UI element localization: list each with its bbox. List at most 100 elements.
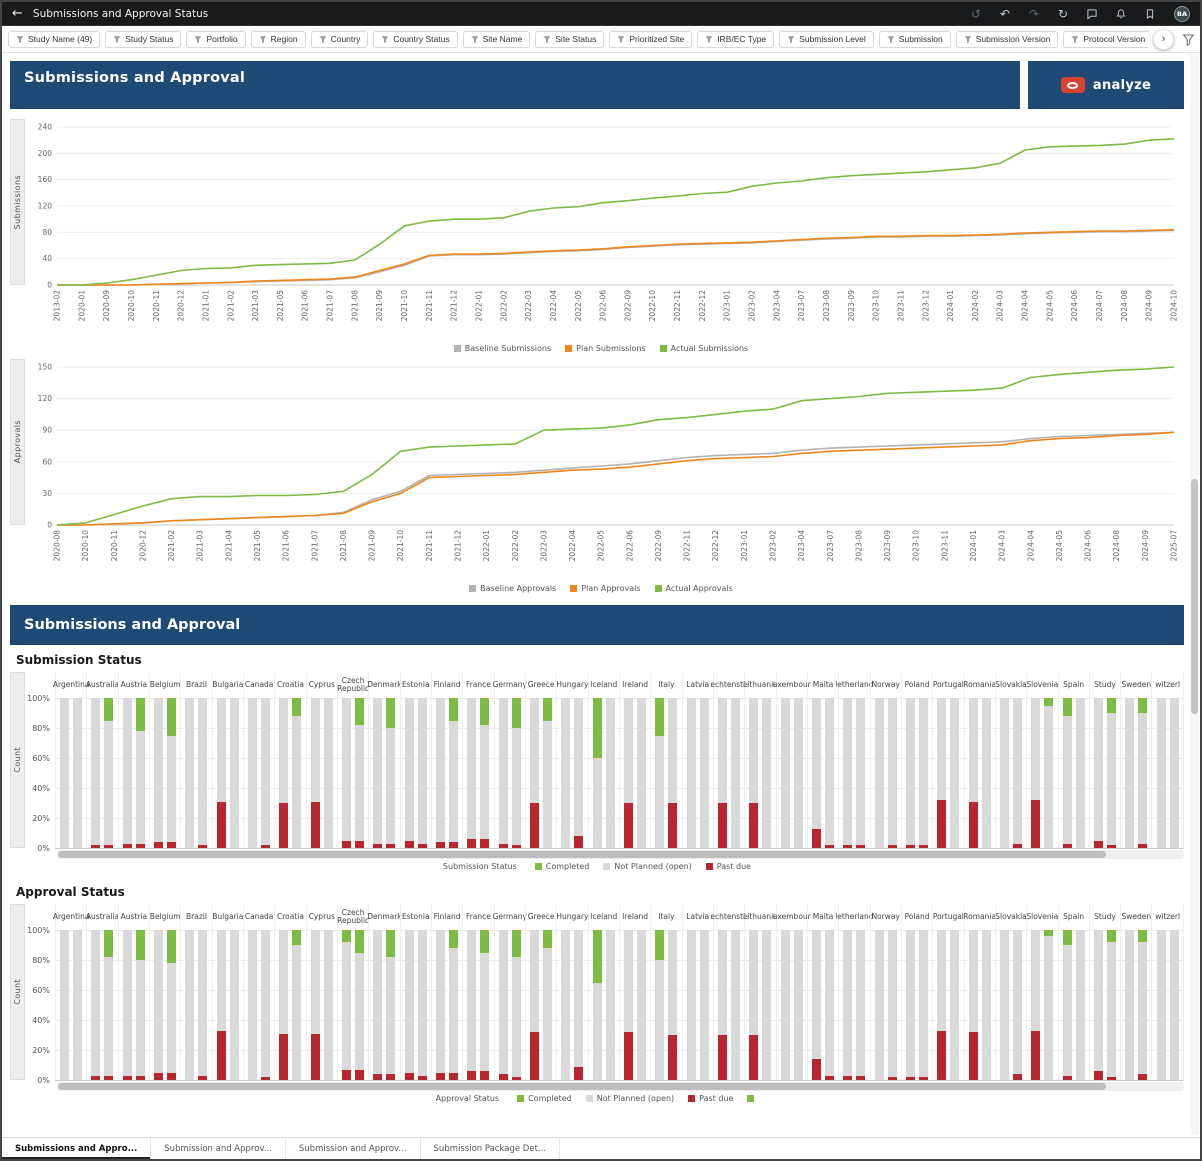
stacked-bar-uxembour[interactable] (793, 930, 803, 1080)
filter-chip-submission-level[interactable]: Submission Level (779, 30, 874, 48)
stacked-bar-spain[interactable] (1075, 930, 1085, 1080)
stacked-bar-lithuania[interactable] (762, 698, 772, 848)
filter-chip-study-name-49[interactable]: Study Name (49) (8, 30, 101, 48)
stacked-bar-cyprus[interactable] (323, 930, 333, 1080)
stacked-bar-greece[interactable] (543, 698, 553, 848)
filter-chip-site-name[interactable]: Site Name (462, 30, 531, 48)
stacked-bar-uxembour[interactable] (780, 698, 790, 848)
series-plan-approvals[interactable] (57, 431, 1175, 526)
stacked-bar-germany[interactable] (511, 698, 521, 848)
stacked-bar-bulgaria[interactable] (229, 698, 239, 848)
stacked-bar-slovenia[interactable] (1031, 930, 1041, 1080)
stacked-bar-hungary[interactable] (574, 930, 584, 1080)
horizontal-scrollbar[interactable] (57, 1082, 1184, 1091)
stacked-bar-hungary[interactable] (574, 698, 584, 848)
stacked-bar-study[interactable] (1106, 930, 1116, 1080)
stacked-bar-slovenia[interactable] (1044, 930, 1054, 1080)
stacked-bar-greece[interactable] (530, 698, 540, 848)
stacked-bar-france[interactable] (467, 930, 477, 1080)
filter-chip-submission-version[interactable]: Submission Version (955, 30, 1059, 48)
bottom-tab-submission-and-approv[interactable]: Submission and Approv... (151, 1138, 286, 1159)
stacked-bar-italy[interactable] (668, 698, 678, 848)
stacked-bar-poland[interactable] (919, 930, 929, 1080)
stacked-bar-cyprus[interactable] (310, 930, 320, 1080)
legend-item-baseline-submissions[interactable]: Baseline Submissions (453, 344, 551, 353)
bottom-tab-submissions-and-appro[interactable]: Submissions and Appro... (2, 1138, 152, 1159)
stacked-bar-denmark[interactable] (386, 930, 396, 1080)
stacked-bar-malta[interactable] (812, 698, 822, 848)
stacked-bar-greece[interactable] (543, 930, 553, 1080)
legend-item-plan-approvals[interactable]: Plan Approvals (570, 584, 641, 593)
stacked-bar-hungary[interactable] (561, 930, 571, 1080)
stacked-bar-estonia[interactable] (404, 930, 414, 1080)
submission-status-plot-area[interactable]: Argentina Australia Austria Belgium Brazil Bu… (53, 672, 1184, 849)
stacked-bar-czech-republic[interactable] (342, 930, 352, 1080)
stacked-bar-malta[interactable] (825, 930, 835, 1080)
stacked-bar-norway[interactable] (887, 698, 897, 848)
stacked-bar-malta[interactable] (812, 930, 822, 1080)
stacked-bar-finland[interactable] (436, 698, 446, 848)
stacked-bar-romania[interactable] (981, 698, 991, 848)
series-baseline-submissions[interactable] (57, 229, 1175, 286)
filter-chip-prioritized-site[interactable]: Prioritized Site (609, 30, 693, 48)
stacked-bar-spain[interactable] (1075, 698, 1085, 848)
filter-chip-site-status[interactable]: Site Status (535, 30, 605, 48)
scrollbar-thumb[interactable] (58, 851, 1107, 858)
stacked-bar-germany[interactable] (498, 930, 508, 1080)
stacked-bar-romania[interactable] (981, 930, 991, 1080)
stacked-bar-witzerl[interactable] (1169, 698, 1179, 848)
stacked-bar-estonia[interactable] (417, 698, 427, 848)
stacked-bar-croatia[interactable] (279, 698, 289, 848)
bottom-tab-submission-and-approv[interactable]: Submission and Approv... (286, 1138, 421, 1159)
filter-chip-country[interactable]: Country (310, 30, 369, 48)
stacked-bar-canada[interactable] (261, 930, 271, 1080)
submissions-plot-area[interactable]: 0 40 80 120 160 200 240 2013-02 2020-01 2020-09 20… (27, 119, 1184, 343)
stacked-bar-bulgaria[interactable] (216, 930, 226, 1080)
approvals-plot-area[interactable]: 0 30 60 90 120 150 2020-08 2020-10 2020-11 2020-1… (27, 359, 1184, 583)
stacked-bar-study[interactable] (1106, 698, 1116, 848)
stacked-bar-brazil[interactable] (185, 698, 195, 848)
stacked-bar-latvia[interactable] (686, 930, 696, 1080)
stacked-bar-witzerl[interactable] (1156, 930, 1166, 1080)
stacked-bar-australia[interactable] (104, 698, 114, 848)
legend-item-plan-submissions[interactable]: Plan Submissions (565, 344, 646, 353)
bottom-tab-submission-package-det[interactable]: Submission Package Det... (421, 1138, 561, 1159)
stacked-bar-norway[interactable] (887, 930, 897, 1080)
stacked-bar-letherland[interactable] (856, 698, 866, 848)
stacked-bar-ireland[interactable] (624, 698, 634, 848)
stacked-bar-spain[interactable] (1062, 698, 1072, 848)
stacked-bar-sweden[interactable] (1138, 930, 1148, 1080)
stacked-bar-denmark[interactable] (386, 698, 396, 848)
stacked-bar-czech-republic[interactable] (342, 698, 352, 848)
stacked-bar-malta[interactable] (825, 698, 835, 848)
stacked-bar-argentina[interactable] (73, 698, 83, 848)
stacked-bar-croatia[interactable] (292, 698, 302, 848)
stacked-bar-cyprus[interactable] (323, 698, 333, 848)
stacked-bar-portugal[interactable] (950, 930, 960, 1080)
series-actual-approvals[interactable] (56, 366, 1175, 526)
stacked-bar-latvia[interactable] (699, 930, 709, 1080)
scrollbar-thumb[interactable] (1191, 479, 1198, 714)
stacked-bar-poland[interactable] (919, 698, 929, 848)
stacked-bar-australia[interactable] (104, 930, 114, 1080)
stacked-bar-slovakia[interactable] (1013, 930, 1022, 1080)
stacked-bar-cyprus[interactable] (310, 698, 320, 848)
stacked-bar-iceland[interactable] (592, 930, 602, 1080)
stacked-bar-uxembour[interactable] (780, 930, 790, 1080)
stacked-bar-uxembour[interactable] (793, 698, 803, 848)
stacked-bar-czech-republic[interactable] (355, 698, 365, 848)
stacked-bar-croatia[interactable] (292, 930, 302, 1080)
stacked-bar-australia[interactable] (91, 698, 101, 848)
filter-chip-submission[interactable]: Submission (878, 30, 951, 48)
stacked-bar-witzerl[interactable] (1156, 698, 1166, 848)
stacked-bar-argentina[interactable] (73, 930, 83, 1080)
legend-item-past-due[interactable]: Past due (688, 1094, 733, 1103)
stacked-bar-latvia[interactable] (686, 698, 696, 848)
stacked-bar-finland[interactable] (449, 930, 459, 1080)
bookmark-icon[interactable] (1142, 6, 1158, 22)
stacked-bar-denmark[interactable] (373, 930, 383, 1080)
stacked-bar-letherland[interactable] (843, 930, 853, 1080)
stacked-bar-argentina[interactable] (60, 698, 70, 848)
filter-chip-protocol-version[interactable]: Protocol Version (1063, 30, 1154, 48)
stacked-bar-italy[interactable] (655, 930, 665, 1080)
